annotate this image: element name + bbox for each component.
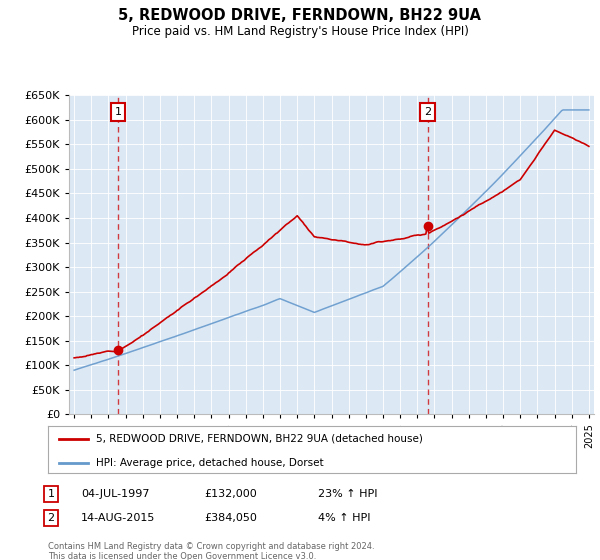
Text: 5, REDWOOD DRIVE, FERNDOWN, BH22 9UA (detached house): 5, REDWOOD DRIVE, FERNDOWN, BH22 9UA (de… <box>95 434 422 444</box>
Text: 2: 2 <box>47 513 55 523</box>
Text: HPI: Average price, detached house, Dorset: HPI: Average price, detached house, Dors… <box>95 458 323 468</box>
Text: £384,050: £384,050 <box>204 513 257 523</box>
Text: 4% ↑ HPI: 4% ↑ HPI <box>318 513 371 523</box>
Text: 5, REDWOOD DRIVE, FERNDOWN, BH22 9UA: 5, REDWOOD DRIVE, FERNDOWN, BH22 9UA <box>119 8 482 24</box>
Text: 14-AUG-2015: 14-AUG-2015 <box>81 513 155 523</box>
Text: 23% ↑ HPI: 23% ↑ HPI <box>318 489 377 499</box>
Text: 2: 2 <box>424 108 431 118</box>
Text: Contains HM Land Registry data © Crown copyright and database right 2024.
This d: Contains HM Land Registry data © Crown c… <box>48 542 374 560</box>
Text: 1: 1 <box>47 489 55 499</box>
Text: 04-JUL-1997: 04-JUL-1997 <box>81 489 149 499</box>
Text: Price paid vs. HM Land Registry's House Price Index (HPI): Price paid vs. HM Land Registry's House … <box>131 25 469 38</box>
Text: 1: 1 <box>115 108 121 118</box>
Text: £132,000: £132,000 <box>204 489 257 499</box>
